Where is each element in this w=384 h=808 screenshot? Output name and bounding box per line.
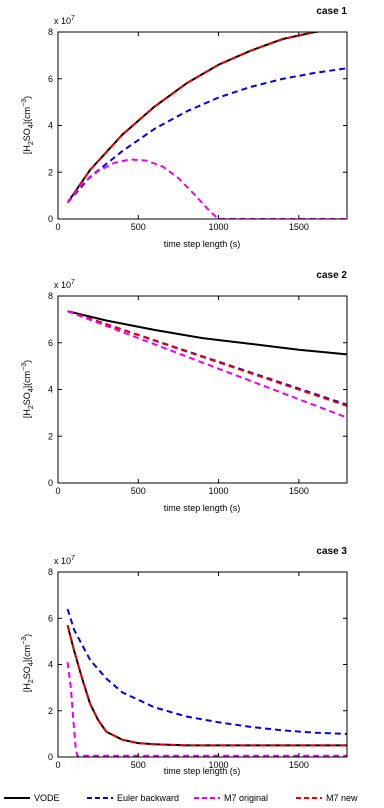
series-line-m7-new: [66, 32, 322, 204]
y-tick-label: 0: [48, 752, 53, 762]
x-tick-label: 1000: [209, 760, 229, 770]
y-tick-label: 6: [48, 338, 53, 348]
axis-multiplier: x 107: [54, 279, 75, 290]
x-tick-label: 500: [131, 222, 146, 232]
panel-case-2: case 2 x 107 time step length (s) [H2SO4…: [21, 270, 348, 513]
y-tick-label: 4: [48, 660, 53, 670]
legend-label: Euler backward: [117, 793, 179, 803]
panel-case-1: case 1 x 107 time step length (s) [H2SO4…: [21, 6, 348, 249]
series-line-m7-original: [66, 662, 347, 757]
x-tick-label: 1000: [209, 486, 229, 496]
x-tick-label: 1500: [289, 486, 309, 496]
y-axis-label: [H2SO4](cm−3): [21, 360, 35, 418]
legend-label: M7 original: [224, 793, 268, 803]
plot-area: [67, 310, 347, 419]
series-line-m7-new: [67, 310, 347, 407]
series-line-euler-backward: [66, 608, 347, 735]
x-tick-label: 500: [131, 760, 146, 770]
x-tick-label: 0: [55, 760, 60, 770]
y-tick-label: 0: [48, 214, 53, 224]
panel-title: case 1: [316, 6, 347, 17]
series-line-m7-original: [67, 310, 347, 419]
y-tick-label: 6: [48, 74, 53, 84]
legend-label: VODE: [34, 793, 60, 803]
x-tick-label: 1000: [209, 222, 229, 232]
axis-multiplier: x 107: [54, 555, 75, 566]
x-tick-label: 500: [131, 486, 146, 496]
y-tick-label: 8: [48, 27, 53, 37]
y-tick-label: 4: [48, 385, 53, 395]
y-tick-label: 0: [48, 478, 53, 488]
axes-frame: [57, 295, 348, 484]
y-tick-label: 8: [48, 567, 53, 577]
x-axis-label: time step length (s): [164, 239, 241, 249]
series-line-m7-new: [66, 624, 347, 747]
x-tick-label: 0: [55, 486, 60, 496]
y-tick-label: 2: [48, 431, 53, 441]
x-tick-label: 0: [55, 222, 60, 232]
panel-case-3: case 3 x 107 time step length (s) [H2SO4…: [21, 546, 348, 776]
series-line-vode: [66, 32, 322, 204]
panel-title: case 3: [316, 546, 347, 557]
x-tick-label: 1500: [289, 760, 309, 770]
plot-area: [66, 32, 347, 219]
series-line-m7-original: [66, 158, 347, 219]
axes-frame: [57, 571, 348, 758]
x-axis-label: time step length (s): [164, 503, 241, 513]
y-tick-label: 6: [48, 613, 53, 623]
y-axis-label: [H2SO4](cm−3): [21, 634, 35, 692]
panel-title: case 2: [316, 270, 347, 281]
y-tick-label: 2: [48, 167, 53, 177]
y-tick-label: 4: [48, 121, 53, 131]
x-axis-label: time step length (s): [164, 766, 241, 776]
x-tick-label: 1500: [289, 222, 309, 232]
axis-multiplier: x 107: [54, 15, 75, 26]
axes-frame: [57, 31, 348, 220]
y-axis-label: [H2SO4](cm−3): [21, 96, 35, 154]
series-line-vode: [66, 624, 347, 747]
series-line-vode: [67, 310, 347, 356]
series-line-euler-backward: [66, 67, 347, 204]
y-tick-label: 8: [48, 291, 53, 301]
legend: VODE Euler backward M7 original M7 new: [4, 793, 358, 803]
plot-area: [66, 608, 347, 757]
y-tick-label: 2: [48, 706, 53, 716]
legend-label: M7 new: [326, 793, 358, 803]
